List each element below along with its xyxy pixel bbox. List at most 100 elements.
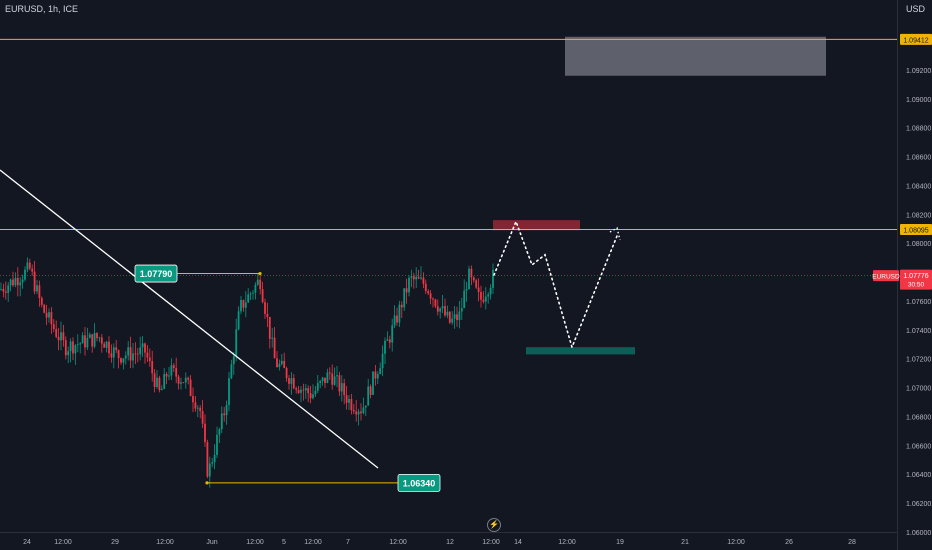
candle-body	[458, 311, 461, 321]
candle-body	[4, 291, 7, 293]
lightning-icon[interactable]: ⚡	[487, 518, 501, 532]
candle-body	[108, 341, 110, 354]
candle-body	[295, 388, 298, 390]
candle-body	[0, 288, 2, 290]
candle-body	[321, 377, 324, 382]
candle-body	[196, 407, 199, 409]
candle-body	[187, 377, 190, 380]
candle-body	[444, 306, 446, 316]
candle-body	[367, 386, 370, 406]
candle-body	[386, 339, 389, 341]
candle-body	[93, 332, 96, 347]
candle-body	[446, 311, 449, 316]
zone-target-green	[526, 347, 635, 355]
candle-body	[211, 462, 214, 464]
candle-body	[60, 332, 62, 341]
x-tick-label: 12:00	[54, 539, 72, 546]
candle-body	[48, 312, 50, 318]
candle-body	[319, 381, 322, 384]
y-tick-label: 1.07600	[906, 299, 931, 306]
candle-body	[122, 358, 125, 363]
candle-body	[160, 388, 163, 391]
candle-body	[28, 262, 31, 269]
y-tick-label: 1.06400	[906, 472, 931, 479]
x-tick-label: 29	[111, 539, 119, 546]
candle-body	[417, 276, 420, 279]
candle-body	[304, 388, 307, 391]
level-axis-tag-0	[900, 33, 932, 45]
candle-body	[316, 383, 319, 391]
candle-body	[441, 306, 444, 309]
candle-body	[254, 284, 257, 293]
candle-body	[247, 294, 250, 303]
candle-body	[220, 413, 223, 430]
candle-body	[398, 304, 401, 323]
candle-body	[388, 339, 391, 343]
symbol-label[interactable]: EURUSD, 1h, ICE	[5, 4, 79, 14]
candle-body	[201, 411, 204, 424]
candle-body	[252, 292, 254, 294]
candle-body	[376, 374, 379, 379]
candle-body	[456, 314, 458, 321]
candle-body	[72, 341, 74, 354]
candle-body	[362, 407, 365, 414]
candle-body	[340, 383, 343, 392]
candle-body	[52, 324, 55, 330]
candle-body	[33, 271, 36, 292]
y-tick-label: 1.07400	[906, 328, 931, 335]
candle-body	[256, 279, 259, 285]
candle-body	[268, 316, 271, 339]
trend-line	[0, 169, 379, 469]
x-tick-label: 12:00	[156, 539, 174, 546]
candle-body	[480, 291, 482, 300]
candle-body	[16, 278, 19, 286]
candle-body	[309, 393, 312, 399]
x-tick-label: 12:00	[482, 539, 500, 546]
candle-body	[381, 353, 384, 369]
candle-body	[355, 411, 358, 415]
candle-body	[98, 337, 101, 339]
annotation-box-0	[134, 264, 178, 283]
candle-body	[408, 277, 410, 293]
candle-body	[369, 386, 372, 395]
candle-body	[451, 318, 454, 323]
candle-body	[290, 378, 293, 384]
candle-body	[50, 312, 53, 325]
symbol-tag	[873, 270, 899, 282]
candle-body	[448, 311, 451, 323]
candle-body	[280, 360, 283, 364]
x-tick-label: 12	[446, 539, 454, 546]
annotation-dot-1	[205, 481, 209, 485]
candle-body	[357, 411, 360, 415]
candle-body	[172, 365, 175, 369]
y-tick-label: 1.06800	[906, 414, 931, 421]
candle-body	[232, 356, 235, 365]
candle-body	[338, 375, 341, 392]
candle-body	[36, 285, 38, 292]
candle-body	[170, 365, 173, 376]
candle-body	[427, 291, 430, 294]
candle-body	[84, 335, 86, 348]
candle-body	[12, 279, 14, 286]
candle-body	[472, 277, 475, 281]
candle-body	[264, 302, 266, 314]
projection-arrow-head	[609, 226, 621, 241]
candle-body	[230, 364, 233, 379]
candle-body	[208, 463, 211, 477]
candle-body	[434, 299, 437, 307]
y-tick-label: 1.06200	[906, 501, 931, 508]
candle-body	[393, 315, 396, 326]
candle-body	[43, 304, 46, 313]
candle-body	[326, 372, 329, 383]
candle-body	[213, 454, 216, 463]
candle-body	[96, 332, 98, 339]
y-tick-label: 1.08000	[906, 241, 931, 248]
candle-body	[127, 347, 130, 356]
candle-body	[460, 308, 463, 312]
candle-body	[57, 336, 60, 341]
candle-body	[276, 358, 278, 368]
candle-body	[64, 340, 67, 356]
candle-body	[115, 347, 118, 351]
candle-body	[470, 268, 473, 278]
